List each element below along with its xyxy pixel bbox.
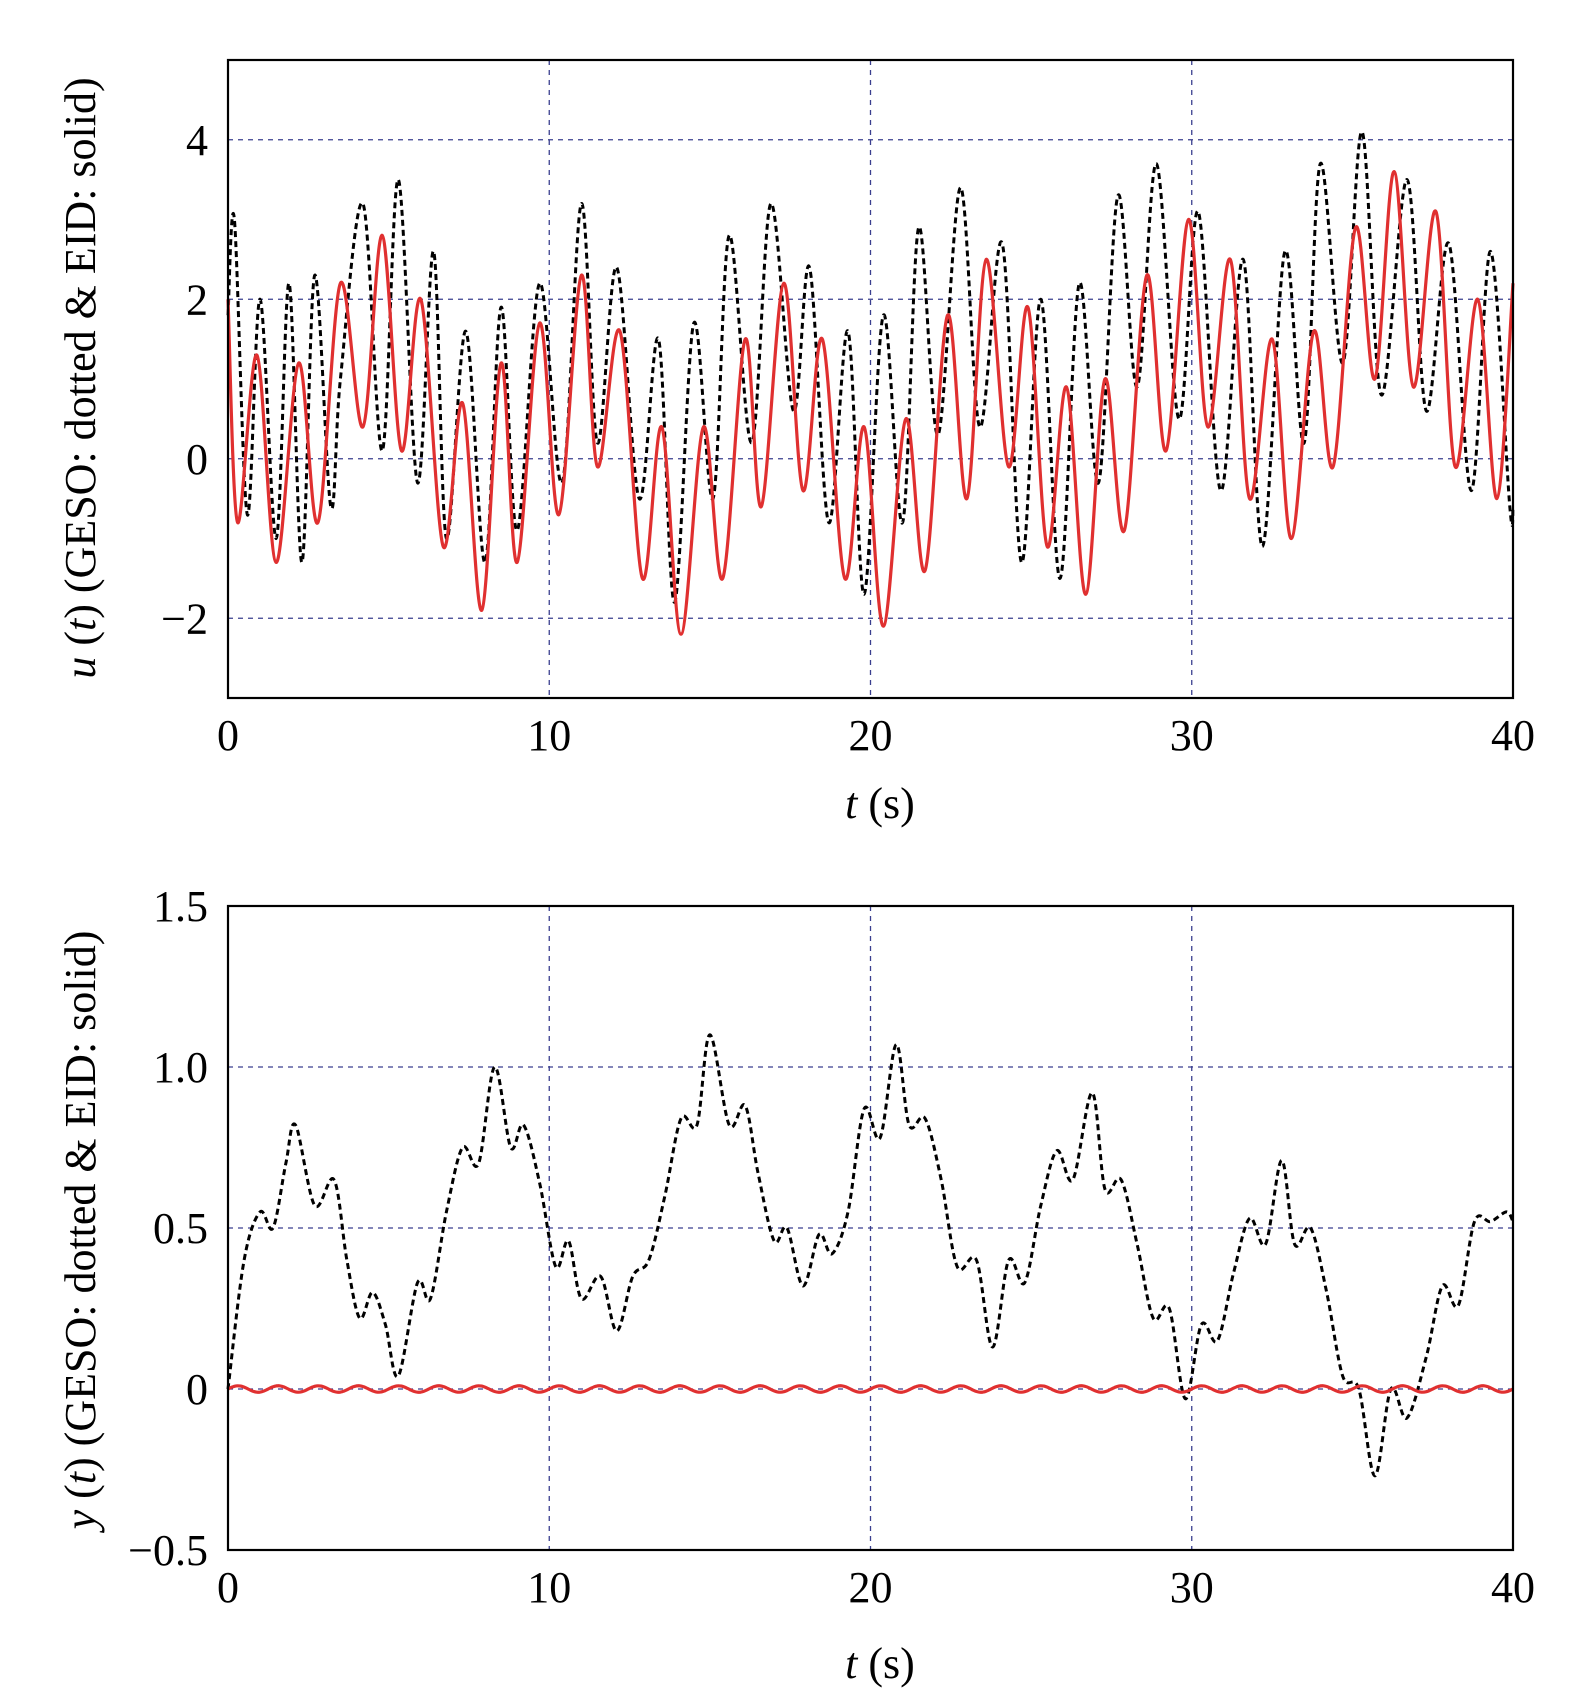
x-tick-label: 40 (1491, 1563, 1535, 1612)
y-tick-label: −0.5 (128, 1526, 208, 1575)
chart-y: 0 10 20 30 40 −0.500.51.01.5 t (s) y (t) (GE… (56, 882, 1535, 1688)
y-tick-label: 1.0 (153, 1043, 208, 1092)
x-tick-label: 20 (849, 711, 893, 760)
y-tick-label: 0 (186, 1365, 208, 1414)
x-axis-label: t (s) (845, 1639, 915, 1688)
y-tick-labels: −2 0 2 4 (161, 116, 208, 644)
plot-frame (226, 58, 1515, 700)
x-tick-label: 30 (1170, 1563, 1214, 1612)
x-tick-labels: 0 10 20 30 40 (217, 711, 1535, 760)
y-tick-label: 2 (186, 275, 208, 324)
x-axis-label: t (s) (845, 779, 915, 828)
eid-line (226, 169, 1515, 636)
plot-frame (226, 904, 1515, 1552)
y-tick-label: −2 (161, 594, 208, 643)
y-axis-label: y (t) (GESO: dotted & EID: solid) (56, 931, 105, 1534)
y-tick-label: 0 (186, 435, 208, 484)
x-tick-label: 0 (217, 711, 239, 760)
y-tick-labels: −0.5 0 0.5 1.0 1.5 (128, 882, 208, 1575)
eid-line (227, 1384, 1514, 1394)
x-tick-label: 10 (527, 711, 571, 760)
series-solid-eid (226, 169, 1515, 636)
y-tick-label: 0.5 (153, 1204, 208, 1253)
y-tick-label: 1.5 (153, 882, 208, 931)
y-axis-label: u (t) (GESO: dotted & EID: solid) (56, 77, 105, 678)
x-tick-label: 0 (217, 1563, 239, 1612)
y-tick-label: 4 (186, 116, 208, 165)
x-tick-label: 20 (849, 1563, 893, 1612)
grid (228, 906, 1513, 1550)
x-tick-label: 40 (1491, 711, 1535, 760)
x-tick-labels: 0 10 20 30 40 (217, 1563, 1535, 1612)
x-tick-label: 30 (1170, 711, 1214, 760)
axes-box (226, 58, 1515, 700)
series-solid-eid (227, 1384, 1514, 1394)
chart-u: 0 10 20 30 40 −2 0 2 4 t (s) u (t) (GESO: dotte… (56, 58, 1535, 828)
axes-box (226, 904, 1515, 1552)
x-tick-label: 10 (527, 1563, 571, 1612)
